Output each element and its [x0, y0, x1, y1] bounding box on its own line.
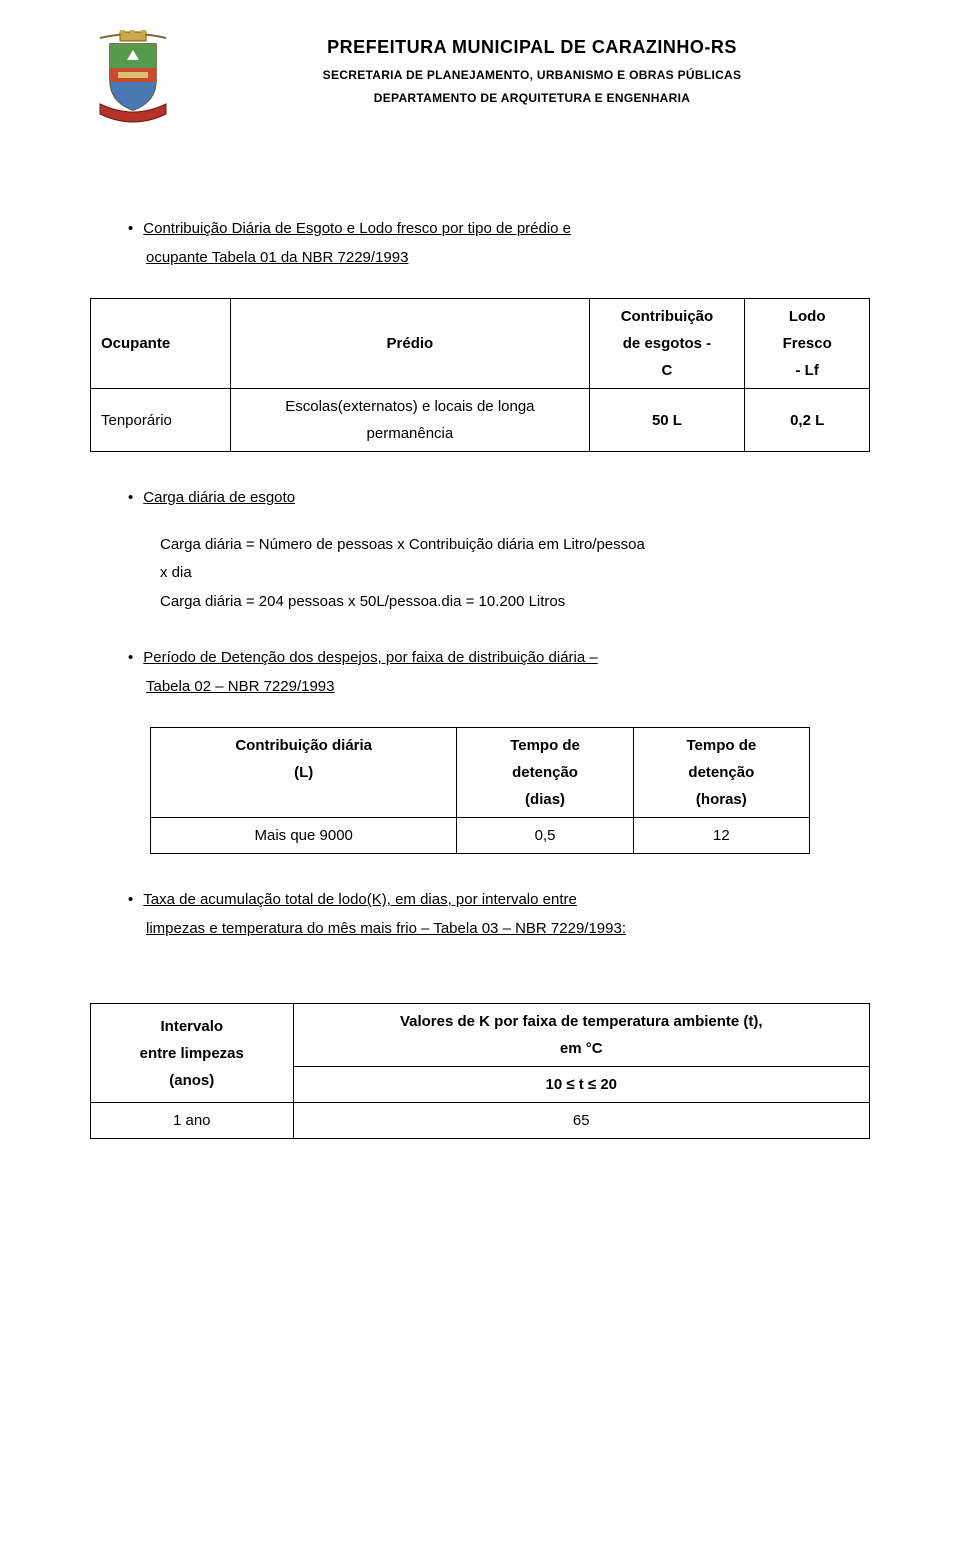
- th-lodo: Lodo Fresco - Lf: [745, 299, 870, 389]
- bullet-contribuicao-diaria: Contribuição Diária de Esgoto e Lodo fre…: [128, 215, 870, 272]
- td-tempo-dias: 0,5: [457, 818, 633, 854]
- td-lodo-lf: 0,2 L: [745, 389, 870, 452]
- header-text-block: PREFEITURA MUNICIPAL DE CARAZINHO-RS SEC…: [194, 30, 870, 110]
- th-lodo-l2: Fresco: [783, 335, 832, 352]
- header-subtitle-2: DEPARTAMENTO DE ARQUITETURA E ENGENHARIA: [194, 87, 870, 110]
- th3a-l2: entre limpezas: [140, 1045, 244, 1062]
- th3b-l2: em °C: [560, 1040, 603, 1057]
- th2b-l1: Tempo de: [510, 737, 580, 754]
- calc-line-2: x dia: [160, 559, 870, 588]
- th2c-l2: detenção: [688, 764, 754, 781]
- th2c-l3: (horas): [696, 791, 747, 808]
- th-contrib-l2: de esgotos -: [623, 335, 711, 352]
- th-lodo-l3: - Lf: [796, 362, 819, 379]
- th-tempo-horas: Tempo de detenção (horas): [633, 728, 809, 818]
- table-row: Contribuição diária (L) Tempo de detençã…: [151, 728, 810, 818]
- th-range: 10 ≤ t ≤ 20: [293, 1067, 869, 1103]
- th2b-l3: (dias): [525, 791, 565, 808]
- th3b-l1: Valores de K por faixa de temperatura am…: [400, 1013, 763, 1030]
- th-predio: Prédio: [231, 299, 589, 389]
- table-row: 1 ano 65: [91, 1103, 870, 1139]
- th-ocupante: Ocupante: [91, 299, 231, 389]
- bullet1-line2: ocupante Tabela 01 da NBR 7229/1993: [146, 249, 408, 266]
- td-tempo-horas: 12: [633, 818, 809, 854]
- td-pred-l2: permanência: [367, 425, 454, 442]
- td-predio: Escolas(externatos) e locais de longa pe…: [231, 389, 589, 452]
- th-contrib-l3: C: [662, 362, 673, 379]
- th-contrib-diaria: Contribuição diária (L): [151, 728, 457, 818]
- table-contribuicao-predio: Ocupante Prédio Contribuição de esgotos …: [90, 298, 870, 452]
- th2-l2: (L): [294, 764, 313, 781]
- table-row: Ocupante Prédio Contribuição de esgotos …: [91, 299, 870, 389]
- td-pred-l1: Escolas(externatos) e locais de longa: [285, 398, 534, 415]
- table-row: Mais que 9000 0,5 12: [151, 818, 810, 854]
- bullet3-line1: Período de Detenção dos despejos, por fa…: [143, 649, 597, 666]
- td-contrib-label: Mais que 9000: [151, 818, 457, 854]
- bullet4-line2: limpezas e temperatura do mês mais frio …: [146, 920, 626, 937]
- bullet-periodo-detencao: Período de Detenção dos despejos, por fa…: [128, 644, 870, 701]
- calc-line-1: Carga diária = Número de pessoas x Contr…: [160, 531, 870, 560]
- th-contribuicao: Contribuição de esgotos - C: [589, 299, 745, 389]
- th-intervalo: Intervalo entre limpezas (anos): [91, 1004, 294, 1103]
- th-lodo-l1: Lodo: [789, 308, 826, 325]
- bullet-taxa-acumulacao: Taxa de acumulação total de lodo(K), em …: [128, 886, 870, 943]
- th2b-l2: detenção: [512, 764, 578, 781]
- bullet1-line1: Contribuição Diária de Esgoto e Lodo fre…: [143, 220, 571, 237]
- header-title: PREFEITURA MUNICIPAL DE CARAZINHO-RS: [194, 30, 870, 64]
- td-anos: 1 ano: [91, 1103, 294, 1139]
- calc-line-3: Carga diária = 204 pessoas x 50L/pessoa.…: [160, 588, 870, 617]
- table-valores-k: Intervalo entre limpezas (anos) Valores …: [90, 1003, 870, 1139]
- header-subtitle-1: SECRETARIA DE PLANEJAMENTO, URBANISMO E …: [194, 64, 870, 87]
- td-ocupante: Tenporário: [91, 389, 231, 452]
- bullet-carga-diaria: Carga diária de esgoto: [128, 484, 870, 513]
- th2c-l1: Tempo de: [686, 737, 756, 754]
- calc-carga-diaria: Carga diária = Número de pessoas x Contr…: [160, 531, 870, 617]
- th3a-l1: Intervalo: [161, 1018, 224, 1035]
- bullet3-line2: Tabela 02 – NBR 7229/1993: [146, 678, 334, 695]
- th-tempo-dias: Tempo de detenção (dias): [457, 728, 633, 818]
- table-row: Tenporário Escolas(externatos) e locais …: [91, 389, 870, 452]
- th-valores-k: Valores de K por faixa de temperatura am…: [293, 1004, 869, 1067]
- td-k-value: 65: [293, 1103, 869, 1139]
- table-tempo-detencao: Contribuição diária (L) Tempo de detençã…: [150, 727, 810, 854]
- table-row: Intervalo entre limpezas (anos) Valores …: [91, 1004, 870, 1067]
- city-crest-icon: [90, 30, 176, 125]
- td-contrib-c: 50 L: [589, 389, 745, 452]
- document-header: PREFEITURA MUNICIPAL DE CARAZINHO-RS SEC…: [90, 30, 870, 125]
- bullet4-line1: Taxa de acumulação total de lodo(K), em …: [143, 891, 577, 908]
- bullet2-text: Carga diária de esgoto: [143, 489, 295, 506]
- th2-l1: Contribuição diária: [235, 737, 372, 754]
- th3a-l3: (anos): [169, 1072, 214, 1089]
- th-contrib-l1: Contribuição: [621, 308, 714, 325]
